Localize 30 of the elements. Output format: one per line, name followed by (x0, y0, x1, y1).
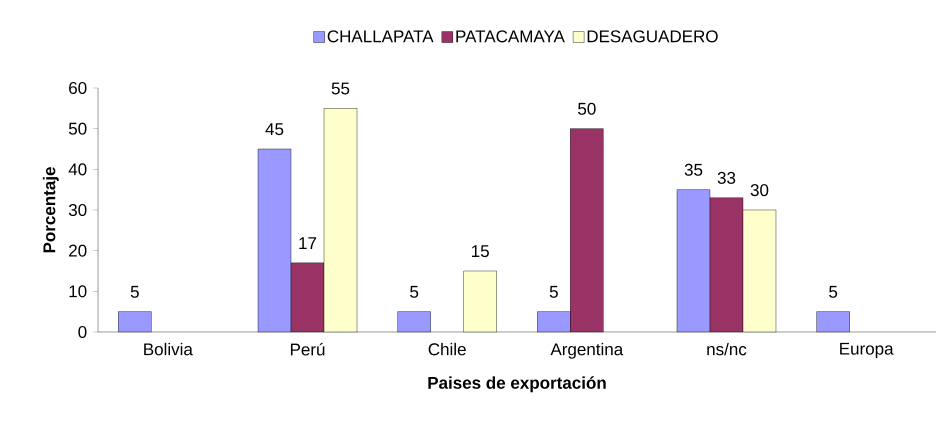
y-tick-label: 40 (68, 163, 86, 176)
x-tick-label: Chile (428, 342, 466, 356)
y-tick-label: 10 (70, 285, 86, 298)
data-label: 17 (299, 237, 316, 249)
data-label: 5 (550, 286, 558, 298)
legend-label: PATACAMAYA (456, 30, 565, 42)
y-axis-title: Porcentaje (42, 167, 59, 252)
data-label: 33 (718, 172, 736, 184)
y-tick-label: 30 (68, 204, 86, 216)
x-tick-label: Perú (290, 342, 324, 356)
y-tick-label: 20 (69, 244, 86, 257)
data-label: 50 (578, 102, 596, 115)
data-label: 55 (332, 82, 350, 94)
data-label: 35 (684, 164, 702, 176)
data-label: 5 (829, 286, 838, 298)
y-tick-label: 50 (68, 122, 86, 135)
x-tick-label: ns/nc (707, 342, 746, 356)
x-tick-label: Argentina (550, 342, 624, 359)
legend-label: DESAGUADERO (588, 30, 718, 42)
y-tick-label: 0 (78, 326, 86, 338)
x-tick-label: Europa (840, 342, 894, 358)
data-label: 45 (265, 123, 284, 136)
y-tick-label: 60 (69, 82, 86, 94)
data-label: 5 (410, 286, 418, 298)
data-label: 5 (130, 286, 139, 298)
x-axis-title: Paises de exportación (428, 376, 606, 392)
data-label: 30 (750, 184, 768, 196)
legend-label: CHALLAPATA (328, 30, 434, 42)
x-tick-label: Bolivia (144, 342, 193, 356)
data-label: 15 (472, 245, 489, 258)
